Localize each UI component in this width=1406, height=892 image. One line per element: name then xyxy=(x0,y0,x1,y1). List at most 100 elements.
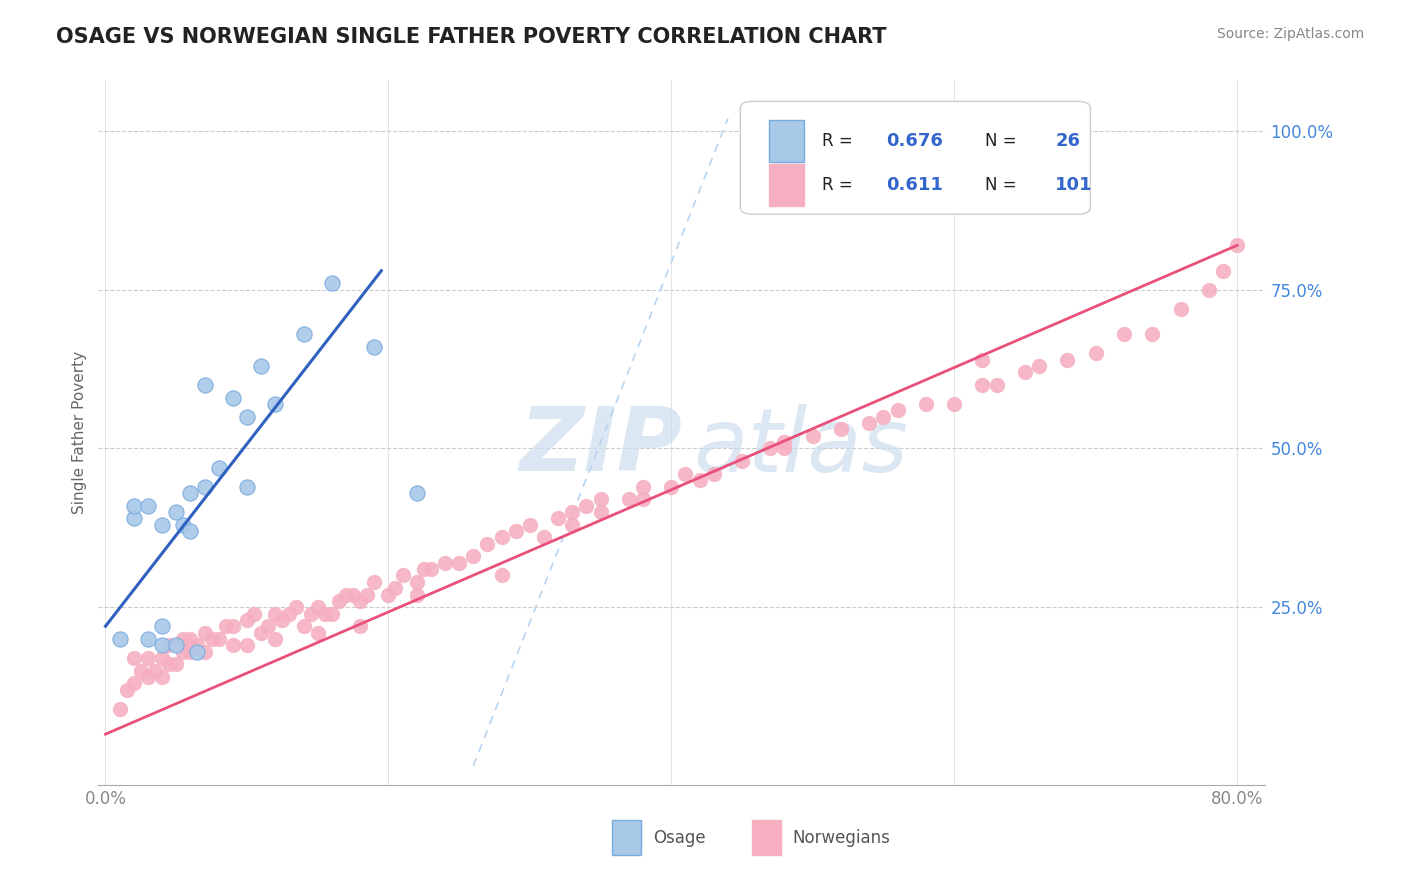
Point xyxy=(165,638,187,652)
Point xyxy=(689,473,711,487)
Point xyxy=(463,549,485,564)
Point xyxy=(193,378,215,392)
Point xyxy=(143,664,166,678)
Point xyxy=(801,429,824,443)
Point xyxy=(179,486,201,500)
Point xyxy=(285,600,308,615)
Point xyxy=(193,625,215,640)
Point xyxy=(1112,327,1135,342)
Point xyxy=(575,499,598,513)
Point xyxy=(363,574,385,589)
Point xyxy=(236,409,259,424)
Point xyxy=(150,670,173,684)
Point xyxy=(172,645,194,659)
Point xyxy=(172,517,194,532)
Text: OSAGE VS NORWEGIAN SINGLE FATHER POVERTY CORRELATION CHART: OSAGE VS NORWEGIAN SINGLE FATHER POVERTY… xyxy=(56,27,887,46)
Point xyxy=(165,657,187,672)
Point xyxy=(157,638,180,652)
Point xyxy=(675,467,697,481)
Point xyxy=(986,378,1008,392)
Point xyxy=(299,607,322,621)
Point xyxy=(405,587,427,601)
Point xyxy=(250,359,273,373)
Text: 0.676: 0.676 xyxy=(886,132,943,150)
FancyBboxPatch shape xyxy=(612,821,641,855)
Point xyxy=(703,467,725,481)
Point xyxy=(314,607,336,621)
Text: N =: N = xyxy=(986,177,1022,194)
Point xyxy=(328,594,350,608)
Point xyxy=(172,632,194,646)
Point xyxy=(759,442,782,456)
Point xyxy=(108,632,131,646)
Point xyxy=(108,702,131,716)
Point xyxy=(208,632,231,646)
Point xyxy=(122,511,145,525)
Text: R =: R = xyxy=(823,132,858,150)
Point xyxy=(200,632,222,646)
Point xyxy=(449,556,471,570)
Point xyxy=(278,607,301,621)
Point xyxy=(915,397,938,411)
Point xyxy=(193,645,215,659)
Point xyxy=(150,651,173,665)
Point xyxy=(1170,301,1192,316)
Point xyxy=(972,378,994,392)
Point xyxy=(129,664,152,678)
Text: 0.611: 0.611 xyxy=(886,177,943,194)
Point xyxy=(165,505,187,519)
Point xyxy=(356,587,378,601)
Point xyxy=(433,556,456,570)
Text: Source: ZipAtlas.com: Source: ZipAtlas.com xyxy=(1216,27,1364,41)
Point xyxy=(179,645,201,659)
Point xyxy=(321,607,343,621)
Point xyxy=(561,517,583,532)
Text: Norwegians: Norwegians xyxy=(793,829,890,847)
Point xyxy=(150,619,173,633)
FancyBboxPatch shape xyxy=(741,102,1091,214)
Point xyxy=(236,479,259,493)
Text: Osage: Osage xyxy=(652,829,706,847)
Text: 101: 101 xyxy=(1056,177,1092,194)
Point xyxy=(136,670,159,684)
Point xyxy=(943,397,966,411)
Point xyxy=(477,537,499,551)
Point xyxy=(1014,365,1036,379)
Point xyxy=(377,587,399,601)
Point xyxy=(872,409,894,424)
Point xyxy=(505,524,527,538)
Point xyxy=(1226,238,1249,252)
Point xyxy=(972,352,994,367)
Point xyxy=(589,505,612,519)
Point xyxy=(122,651,145,665)
FancyBboxPatch shape xyxy=(769,120,804,162)
Text: R =: R = xyxy=(823,177,858,194)
Point xyxy=(321,277,343,291)
Point xyxy=(1198,283,1220,297)
Point xyxy=(115,682,138,697)
Point xyxy=(589,492,612,507)
Y-axis label: Single Father Poverty: Single Father Poverty xyxy=(72,351,87,514)
Point xyxy=(236,638,259,652)
FancyBboxPatch shape xyxy=(769,164,804,206)
Point xyxy=(179,632,201,646)
Point xyxy=(292,619,315,633)
Point xyxy=(547,511,569,525)
Point xyxy=(384,581,406,595)
Point xyxy=(533,530,555,544)
Point xyxy=(157,657,180,672)
Point xyxy=(222,638,245,652)
FancyBboxPatch shape xyxy=(752,821,782,855)
Text: N =: N = xyxy=(986,132,1022,150)
Point xyxy=(773,435,796,450)
Point xyxy=(250,625,273,640)
Point xyxy=(617,492,640,507)
Point xyxy=(631,492,654,507)
Point xyxy=(1142,327,1164,342)
Point xyxy=(208,460,231,475)
Point xyxy=(136,499,159,513)
Point xyxy=(659,479,682,493)
Point xyxy=(412,562,434,576)
Point xyxy=(1056,352,1078,367)
Point xyxy=(179,524,201,538)
